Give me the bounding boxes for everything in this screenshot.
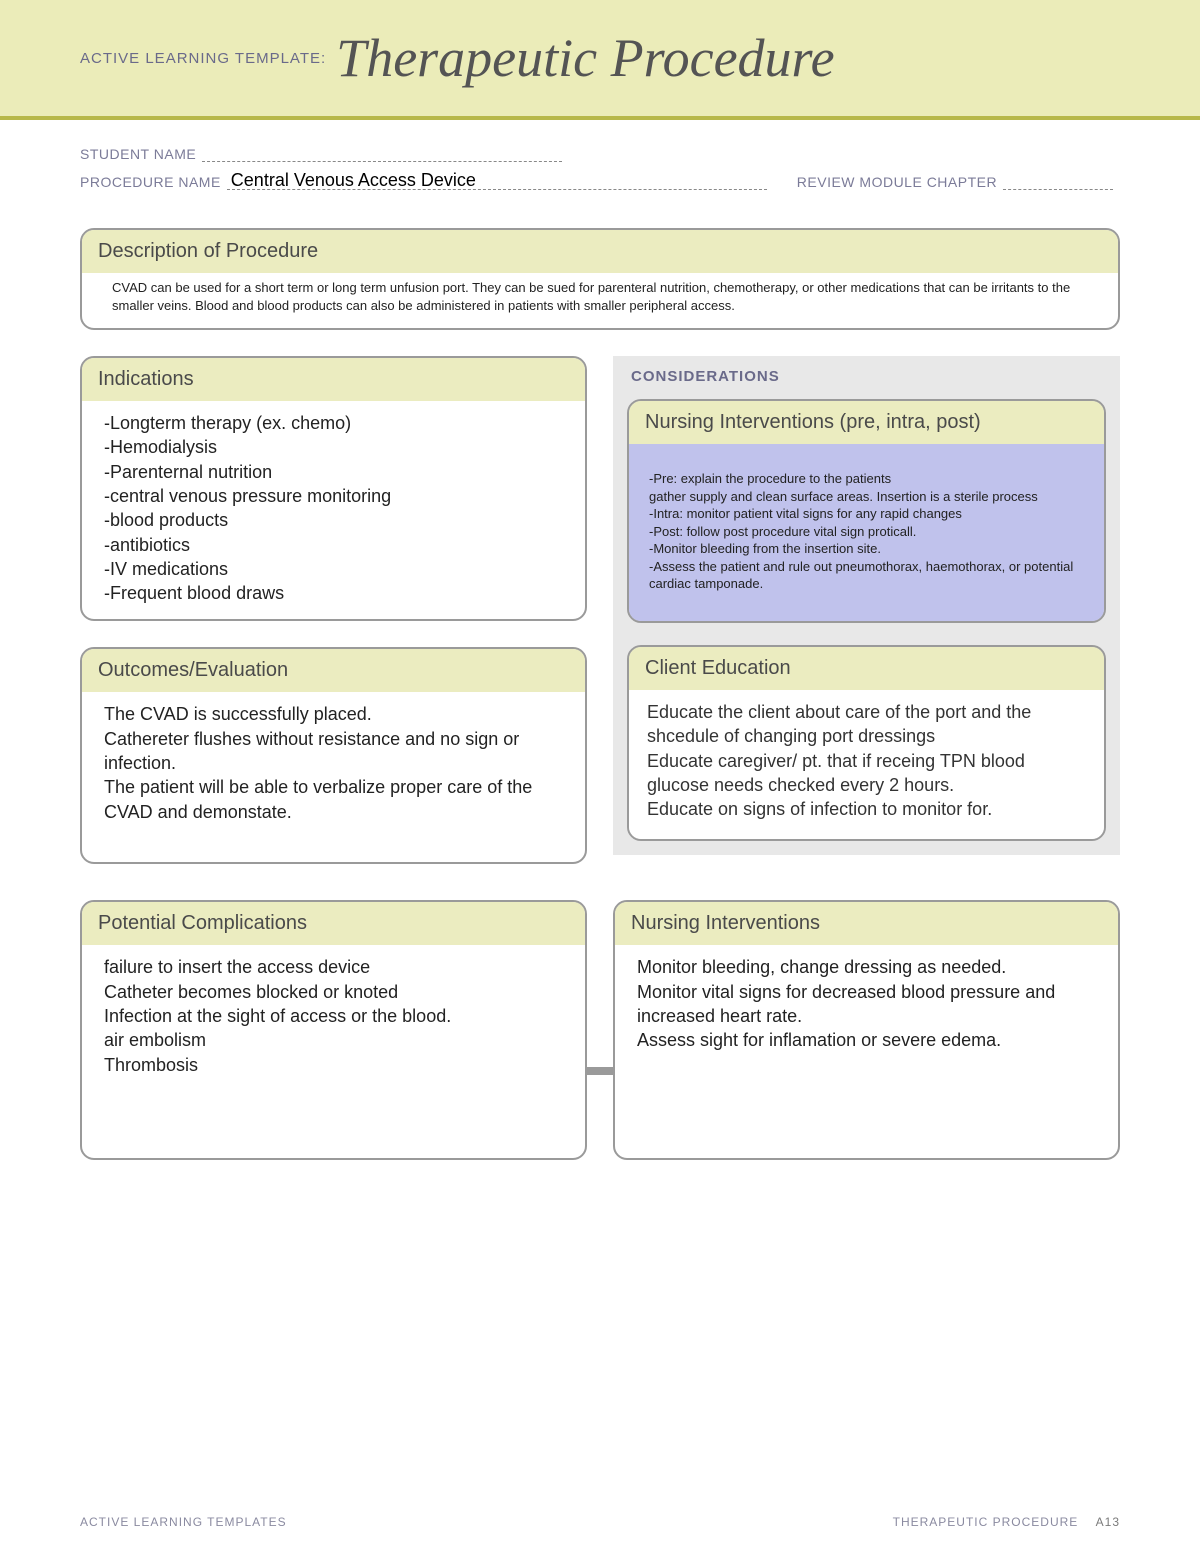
footer-right-page: A13	[1096, 1515, 1120, 1529]
review-label: REVIEW MODULE CHAPTER	[797, 174, 997, 190]
procedure-row: PROCEDURE NAME Central Venous Access Dev…	[80, 170, 1120, 190]
complications-title: Potential Complications	[82, 902, 585, 945]
considerations-panel: CONSIDERATIONS Nursing Interventions (pr…	[613, 356, 1120, 855]
client-edu-body: Educate the client about care of the por…	[629, 690, 1104, 839]
nursing-pre-body: -Pre: explain the procedure to the patie…	[629, 444, 1104, 621]
nursing-int-title: Nursing Interventions	[615, 902, 1118, 945]
student-row: STUDENT NAME	[80, 142, 1120, 162]
client-edu-card: Client Education Educate the client abou…	[627, 645, 1106, 841]
description-title: Description of Procedure	[82, 230, 1118, 273]
procedure-value: Central Venous Access Device	[227, 170, 767, 190]
footer-right-label: THERAPEUTIC PROCEDURE	[893, 1515, 1079, 1529]
banner-title: Therapeutic Procedure	[336, 27, 834, 89]
outcomes-title: Outcomes/Evaluation	[82, 649, 585, 692]
bottom-row: Potential Complications failure to inser…	[80, 900, 1120, 1172]
nursing-pre-title: Nursing Interventions (pre, intra, post)	[629, 401, 1104, 444]
indications-body: -Longterm therapy (ex. chemo) -Hemodialy…	[82, 401, 585, 619]
student-label: STUDENT NAME	[80, 146, 196, 162]
connector	[587, 900, 613, 1172]
nursing-int-body: Monitor bleeding, change dressing as nee…	[615, 945, 1118, 1066]
content-area: Description of Procedure CVAD can be use…	[0, 198, 1200, 1172]
left-column: Indications -Longterm therapy (ex. chemo…	[80, 356, 587, 890]
top-banner: ACTIVE LEARNING TEMPLATE: Therapeutic Pr…	[0, 0, 1200, 120]
complications-card: Potential Complications failure to inser…	[80, 900, 587, 1160]
description-body: CVAD can be used for a short term or lon…	[82, 273, 1118, 328]
nursing-pre-card: Nursing Interventions (pre, intra, post)…	[627, 399, 1106, 623]
outcomes-card: Outcomes/Evaluation The CVAD is successf…	[80, 647, 587, 864]
procedure-label: PROCEDURE NAME	[80, 174, 221, 190]
info-block: STUDENT NAME PROCEDURE NAME Central Veno…	[0, 120, 1200, 190]
complications-body: failure to insert the access device Cath…	[82, 945, 585, 1090]
considerations-label: CONSIDERATIONS	[627, 368, 1106, 385]
description-card: Description of Procedure CVAD can be use…	[80, 228, 1120, 330]
nursing-int-card: Nursing Interventions Monitor bleeding, …	[613, 900, 1120, 1160]
footer-left: ACTIVE LEARNING TEMPLATES	[80, 1515, 287, 1529]
indications-card: Indications -Longterm therapy (ex. chemo…	[80, 356, 587, 621]
review-value	[1003, 170, 1113, 190]
footer: ACTIVE LEARNING TEMPLATES THERAPEUTIC PR…	[80, 1515, 1120, 1529]
client-edu-title: Client Education	[629, 647, 1104, 690]
footer-right: THERAPEUTIC PROCEDURE A13	[893, 1515, 1120, 1529]
outcomes-body: The CVAD is successfully placed. Cathere…	[82, 692, 585, 862]
banner-prefix: ACTIVE LEARNING TEMPLATE:	[80, 50, 326, 67]
student-value	[202, 142, 562, 162]
mid-grid: Indications -Longterm therapy (ex. chemo…	[80, 356, 1120, 890]
indications-title: Indications	[82, 358, 585, 401]
